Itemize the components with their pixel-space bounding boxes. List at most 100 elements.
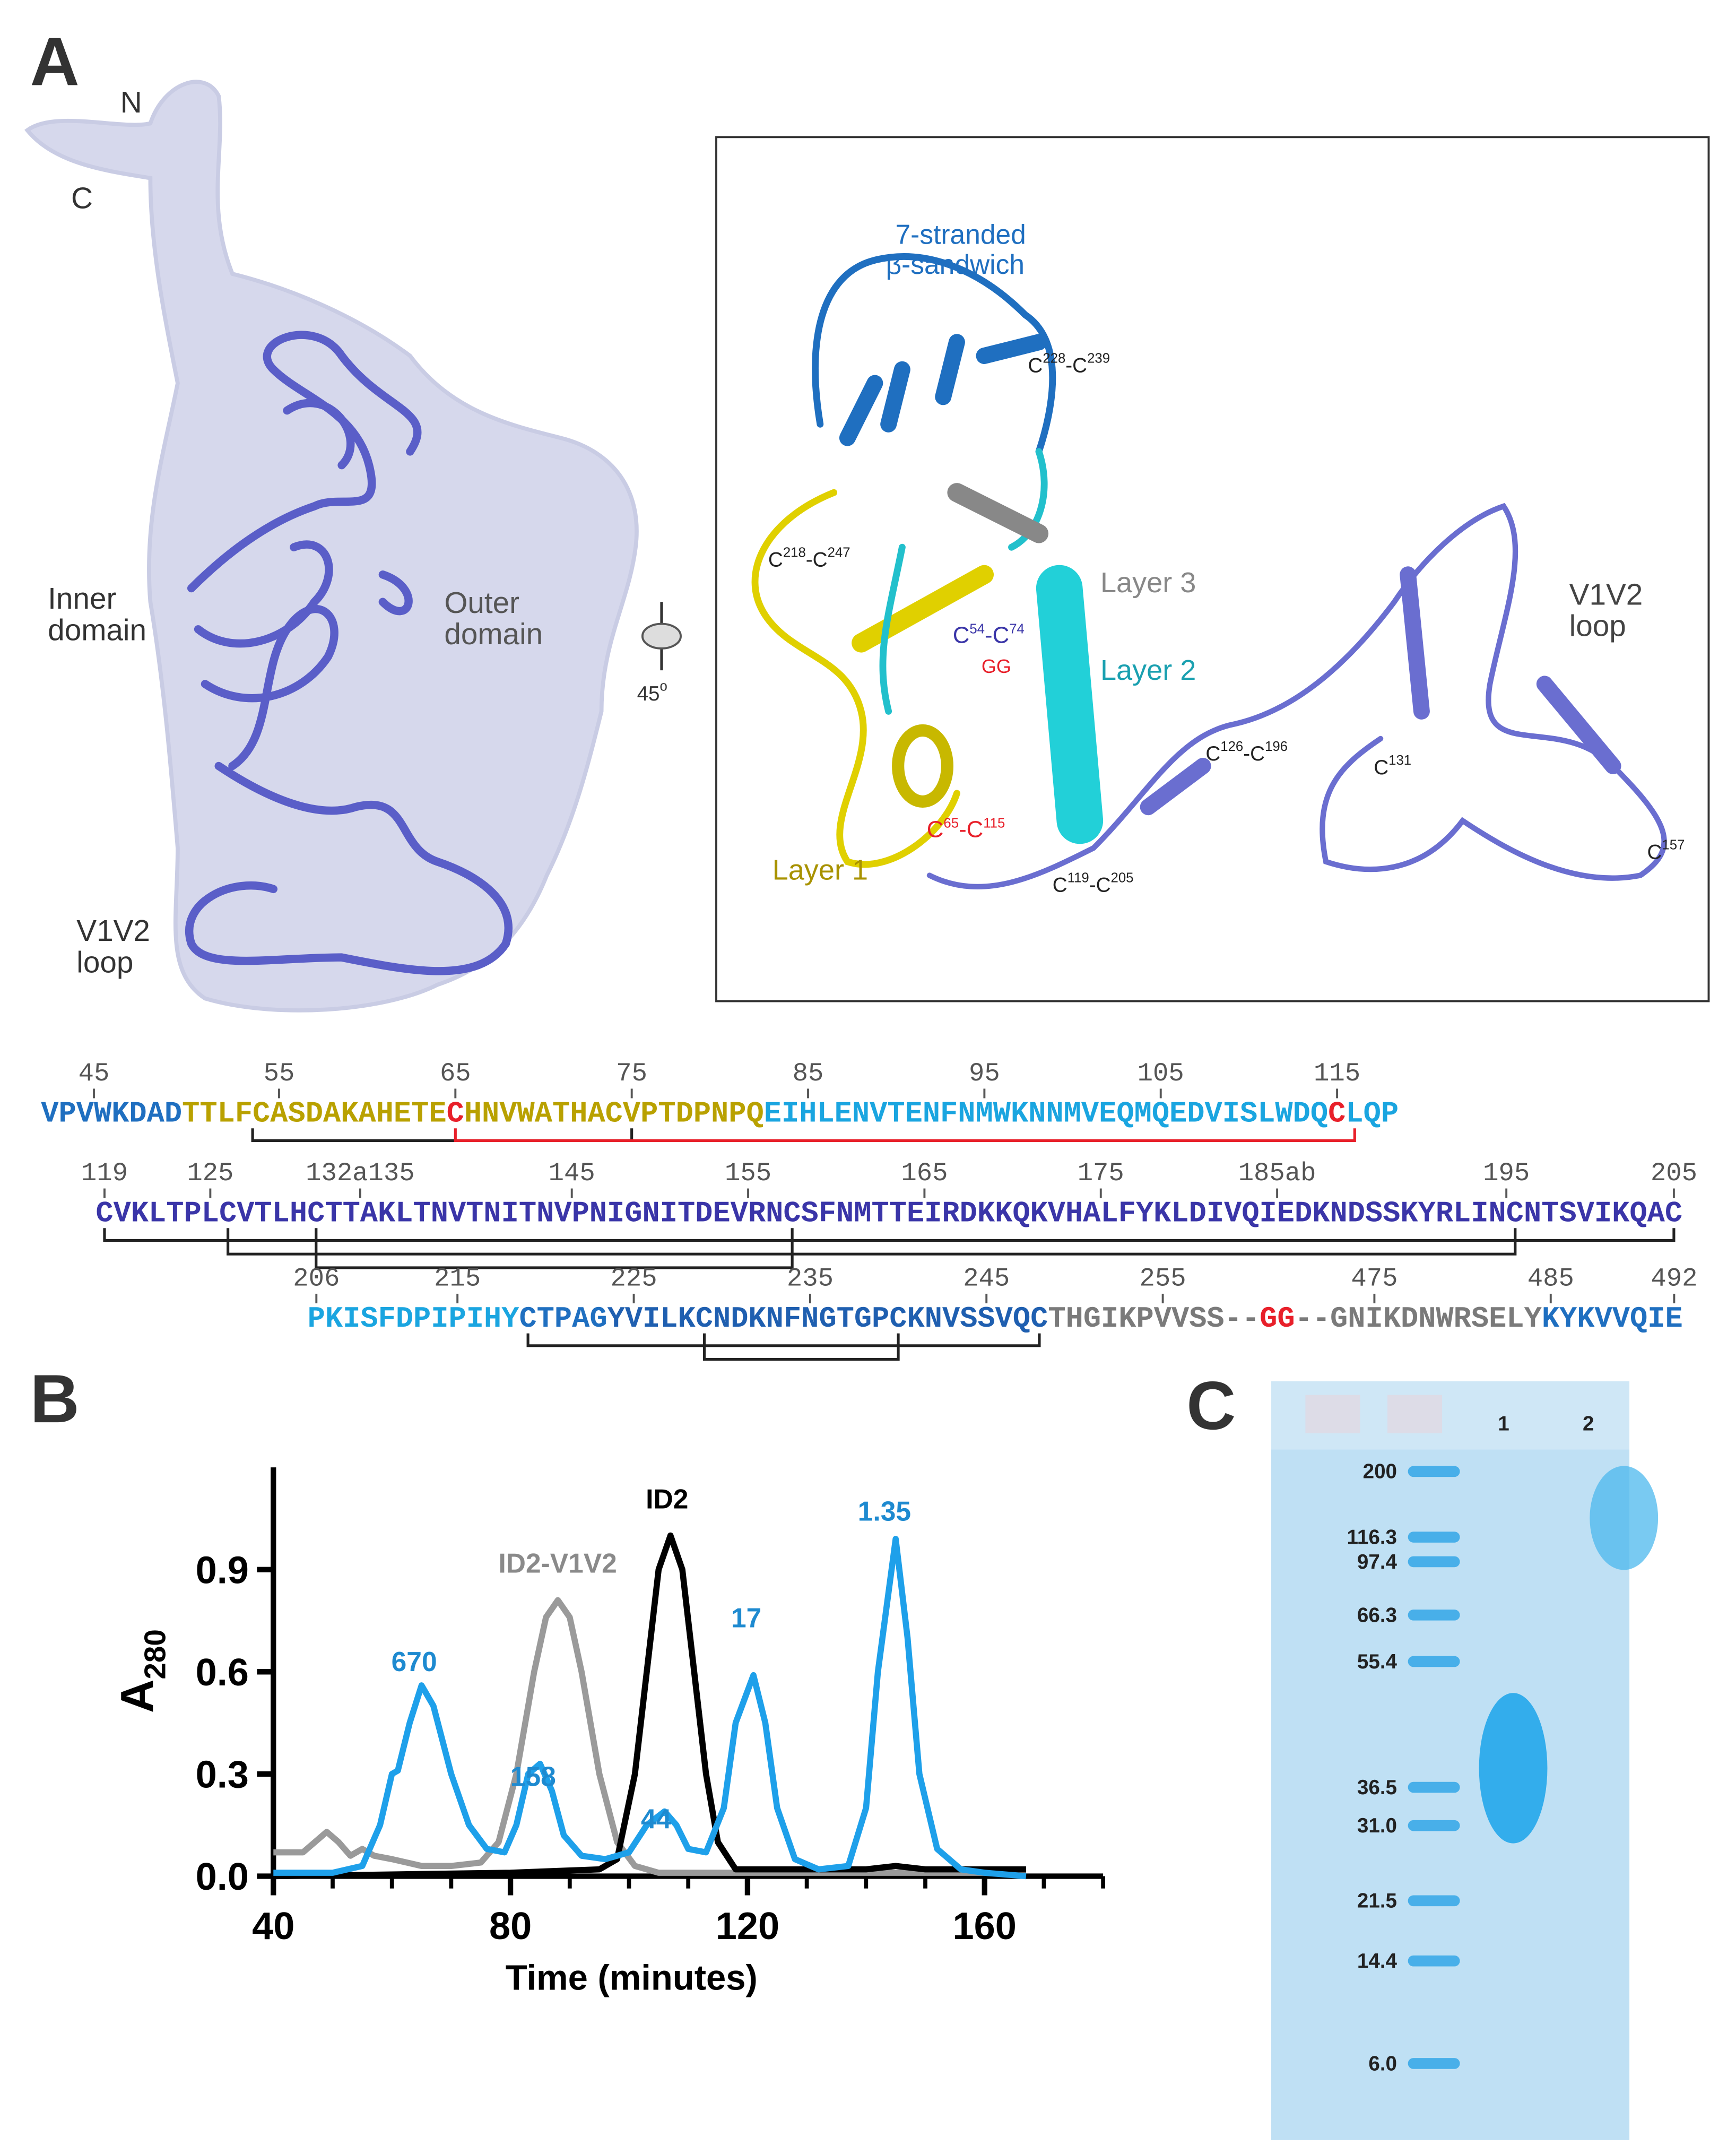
x-axis-title: Time (minutes): [506, 1958, 758, 1997]
superscript: 205: [1111, 870, 1134, 885]
text-part: -C: [1089, 873, 1111, 896]
degree: o: [660, 679, 667, 694]
panel-label: C: [1186, 1368, 1236, 1444]
gel-body: [1271, 1449, 1630, 2140]
peak-label: 17: [731, 1603, 761, 1633]
disulfide-label: C157: [1647, 838, 1685, 864]
superscript: 126: [1220, 739, 1243, 754]
text-part: C: [927, 816, 944, 842]
marker-label: 31.0: [1357, 1814, 1397, 1837]
residue-number: 105: [1138, 1059, 1184, 1088]
text-part: C: [1205, 742, 1220, 765]
disulfide-bracket: [227, 1228, 1517, 1256]
peak-label: 44: [641, 1803, 672, 1834]
ladder-band: [1408, 1955, 1460, 1967]
text-part: -C: [1065, 354, 1087, 377]
x-tick-label: 80: [489, 1905, 532, 1948]
gg-label: GG: [982, 655, 1011, 677]
superscript: 228: [1043, 351, 1065, 366]
panel-label: B: [30, 1361, 80, 1437]
sequence-segment: C: [447, 1097, 464, 1130]
ladder-band: [1408, 1781, 1460, 1793]
residue-number: 255: [1140, 1264, 1186, 1293]
c-terminus: C: [71, 181, 93, 215]
x-tick-label: 120: [716, 1905, 779, 1948]
residue-number: 225: [610, 1264, 657, 1293]
sequence-segment: YVILKCNDKNFNGTGPCKNVSSVQC: [607, 1302, 1048, 1336]
well: [1387, 1395, 1443, 1433]
series-line: [273, 1532, 1026, 1880]
residue-number: 115: [1314, 1059, 1360, 1088]
marker-label: 116.3: [1347, 1526, 1398, 1549]
sequence-segment: PKISFDPIPIHY: [308, 1302, 520, 1336]
marker-label: 14.4: [1357, 1950, 1398, 1973]
y-tick-label: 0.9: [196, 1549, 249, 1591]
sequence-segment: TTLFCASDAKAHETE: [182, 1097, 446, 1130]
ladder-band: [1408, 2058, 1460, 2069]
band: [1590, 1466, 1659, 1570]
sequence-line: CVKLTPLCVTLHCTTAKLTNVTNITNVPNIGNITDEVRNC…: [96, 1197, 1682, 1230]
superscript: 196: [1265, 739, 1288, 754]
surface: [24, 80, 639, 1013]
superscript: 119: [1067, 870, 1089, 885]
sequence-segment: EIHLENVTENFNMWKNNMVEQMQEDVISLWDQ: [764, 1097, 1328, 1130]
sequence-segment: GG: [1260, 1302, 1295, 1336]
text-part: -C: [1243, 742, 1265, 765]
peak-label: 1.35: [858, 1496, 911, 1527]
disulfide-label: C228-C239: [1028, 351, 1110, 377]
sequence-segment: HNVWATHACVPTDPNPQ: [464, 1097, 764, 1130]
superscript: 239: [1087, 351, 1110, 366]
marker-label: 55.4: [1357, 1650, 1398, 1673]
y-axis-title-sub: 280: [139, 1629, 172, 1680]
ribbon: [185, 331, 513, 975]
disulfide-bracket: [454, 1128, 1356, 1142]
gel-labels: 1 2 200 116.397.4 66.3 55.4 36.5 31.0 21.5 14.4 6.…: [1347, 1413, 1594, 2075]
marker-label: 66.3: [1357, 1604, 1397, 1627]
sequence-segment: KYKVVQIE: [1542, 1302, 1683, 1336]
text-part: -C: [806, 548, 828, 571]
text-part: C: [953, 622, 970, 648]
residue-number: 215: [434, 1264, 481, 1293]
sequence-segment: THGIKPVVSS--: [1048, 1302, 1260, 1336]
residue-number: 492: [1651, 1264, 1697, 1293]
residue-number: 125: [187, 1158, 233, 1188]
residue-number: 485: [1527, 1264, 1574, 1293]
rotation-angle: 45: [637, 682, 660, 705]
text-part: C: [1028, 354, 1043, 377]
ladder-band: [1408, 1820, 1460, 1831]
peak-label: 670: [392, 1646, 437, 1677]
disulfide-bracket: [315, 1228, 794, 1269]
disulfide-label: C131: [1374, 753, 1411, 779]
marker-label: 21.5: [1357, 1890, 1397, 1913]
disulfide-label: C126-C196: [1205, 739, 1288, 765]
marker-label: 6.0: [1368, 2052, 1397, 2075]
text-part: -C: [985, 622, 1009, 648]
ladder-band: [1408, 1895, 1460, 1907]
sequence-line: VPVWKDADTTLFCASDAKAHETECHNVWATHACVPTDPNP…: [41, 1097, 1399, 1130]
y-tick-label: 0.6: [196, 1651, 249, 1694]
chart: 0.0 0.3 0.6 0.9 40 80 120 160 Time (minutes) A280…: [111, 1467, 1106, 1997]
lane-label: 1: [1498, 1413, 1509, 1435]
domain-label: Inner: [48, 582, 116, 616]
residue-number: 65: [440, 1059, 471, 1088]
residue-number: 132a135: [306, 1158, 415, 1188]
band: [1479, 1693, 1548, 1844]
marker-label: 200: [1363, 1460, 1397, 1483]
residue-number: 119: [81, 1158, 128, 1188]
panel-label: A: [30, 23, 80, 100]
sandwich-label: 7-stranded: [896, 219, 1026, 249]
ladder-band: [1408, 1610, 1460, 1621]
disulfide-bracket: [251, 1128, 633, 1142]
disulfide-label: C218-C247: [768, 545, 850, 571]
residue-number: 45: [79, 1059, 110, 1088]
y-tick-label: 0.3: [196, 1754, 249, 1796]
disulfide-label: C65-C115: [927, 816, 1005, 842]
ladder-band: [1408, 1656, 1460, 1667]
sandwich-label: β-sandwich: [886, 249, 1025, 280]
residue-number: 165: [901, 1158, 948, 1188]
text-part: C: [1374, 756, 1388, 779]
disulfide-bracket: [103, 1228, 1676, 1242]
loop-label: loop: [1569, 610, 1626, 643]
disulfide-bracket: [702, 1333, 900, 1361]
